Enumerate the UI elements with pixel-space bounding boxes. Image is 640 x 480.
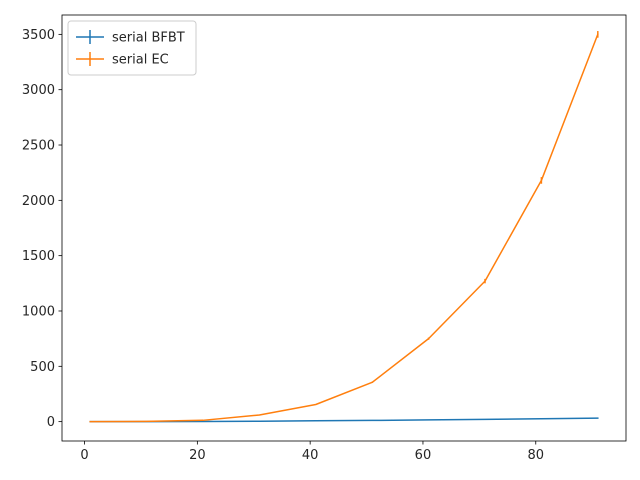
y-tick-label: 3000 bbox=[22, 83, 55, 98]
legend-box bbox=[67, 20, 197, 76]
legend-label: serial EC bbox=[112, 53, 169, 68]
series-line bbox=[89, 33, 599, 423]
series-1 bbox=[89, 31, 599, 423]
y-tick-label: 1000 bbox=[22, 304, 55, 319]
x-tick-label: 20 bbox=[189, 448, 206, 463]
legend-item: serial EC bbox=[76, 52, 169, 68]
legend-item: serial BFBT bbox=[76, 30, 185, 46]
y-tick-label: 2000 bbox=[22, 194, 55, 209]
y-tick-label: 2500 bbox=[22, 139, 55, 154]
legend-label: serial BFBT bbox=[112, 31, 185, 46]
y-tick-label: 3500 bbox=[22, 28, 55, 43]
y-tick-label: 1500 bbox=[22, 249, 55, 264]
y-tick-label: 500 bbox=[30, 360, 55, 375]
plot-area bbox=[89, 31, 599, 423]
y-tick-label: 0 bbox=[47, 415, 55, 430]
plot-frame bbox=[61, 14, 627, 442]
x-tick-label: 0 bbox=[80, 448, 88, 463]
legend: serial BFBT serial EC bbox=[67, 20, 197, 76]
axes: 0 20 40 60 80 0 500 1000 1500 2000 2500 3000 3500 bbox=[22, 14, 627, 463]
x-tick-label: 60 bbox=[415, 448, 432, 463]
x-tick-label: 40 bbox=[302, 448, 319, 463]
x-tick-label: 80 bbox=[527, 448, 544, 463]
